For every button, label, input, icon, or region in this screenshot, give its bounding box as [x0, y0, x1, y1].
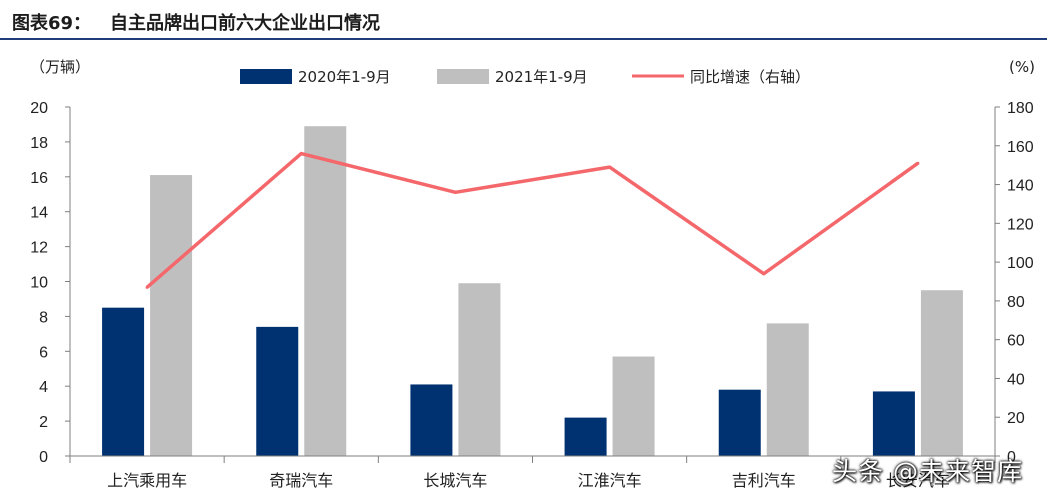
- bar-2021: [612, 356, 655, 456]
- y-left-tick-label: 14: [30, 205, 48, 222]
- y-right-tick-label: 60: [1007, 333, 1025, 350]
- bar-2020: [410, 384, 453, 456]
- growth-line: [145, 151, 919, 289]
- y-left-tick-label: 0: [39, 449, 48, 466]
- y-right-tick-label: 160: [1007, 139, 1034, 156]
- y-left-tick-label: 20: [30, 100, 48, 117]
- legend-swatch-2021: [437, 69, 489, 84]
- y-left-tick-label: 4: [39, 379, 48, 396]
- y-right-tick-label: 80: [1007, 294, 1025, 311]
- x-tick-label: 长城汽车: [423, 471, 487, 490]
- y-right-unit-label: (%): [1009, 58, 1035, 76]
- y-left-unit-label: （万辆）: [30, 58, 90, 76]
- bar-2020: [564, 417, 607, 456]
- legend-label-2021: 2021年1-9月: [495, 68, 588, 86]
- y-left-tick-label: 10: [30, 275, 48, 292]
- growth-point: [916, 161, 920, 165]
- x-tick-label: 吉利汽车: [732, 471, 796, 490]
- y-right-tick-label: 100: [1007, 255, 1034, 272]
- y-right-tick-label: 40: [1007, 371, 1025, 388]
- legend-label-2020: 2020年1-9月: [298, 68, 391, 86]
- bar-2020: [718, 389, 761, 456]
- growth-point: [299, 152, 303, 156]
- bar-2021: [304, 126, 347, 456]
- bar-2021: [766, 323, 809, 456]
- growth-point: [608, 165, 612, 169]
- x-tick-label: 上汽乘用车: [107, 471, 187, 490]
- figure-label: 图表69：: [12, 13, 92, 34]
- plot-area: 0 2 4 6 8 10 12 14 16 18 20 0 20 40 60 80 100 120 140 160 18…: [30, 100, 1034, 490]
- y-left-tick-label: 12: [30, 240, 48, 257]
- legend: 2020年1-9月 2021年1-9月 同比增速（右轴）: [240, 68, 810, 86]
- y-left-tick-label: 2: [39, 414, 48, 431]
- bar-2021: [458, 283, 501, 456]
- header-rule: [0, 38, 1047, 40]
- bar-2020: [102, 307, 145, 456]
- y-left-tick-label: 8: [39, 309, 48, 326]
- figure-title: 自主品牌出口前六大企业出口情况: [110, 13, 380, 34]
- growth-point: [453, 190, 457, 194]
- growth-point: [762, 272, 766, 276]
- figure-header: 图表69： 自主品牌出口前六大企业出口情况: [0, 0, 1047, 40]
- y-left-tick-label: 6: [39, 344, 48, 361]
- watermark: 头条 @未来智库: [832, 457, 1023, 486]
- legend-swatch-2020: [240, 69, 292, 84]
- y-left-tick-label: 16: [30, 170, 48, 187]
- x-tick-label: 江淮汽车: [578, 471, 642, 490]
- y-left-tick-label: 18: [30, 135, 48, 152]
- y-right-tick-label: 140: [1007, 178, 1034, 195]
- bar-2020: [256, 326, 299, 456]
- x-tick-label: 长安汽车: [886, 471, 950, 490]
- legend-label-growth: 同比增速（右轴）: [690, 68, 810, 86]
- bar-2021: [150, 175, 193, 456]
- bar-2021: [920, 290, 963, 456]
- y-right-tick-label: 0: [1007, 449, 1016, 466]
- y-right-tick-label: 120: [1007, 216, 1034, 233]
- bar-2020: [872, 391, 915, 456]
- growth-point: [145, 285, 149, 289]
- y-right-tick-label: 180: [1007, 100, 1034, 117]
- x-tick-label: 奇瑞汽车: [269, 471, 333, 490]
- y-right-tick-label: 20: [1007, 410, 1025, 427]
